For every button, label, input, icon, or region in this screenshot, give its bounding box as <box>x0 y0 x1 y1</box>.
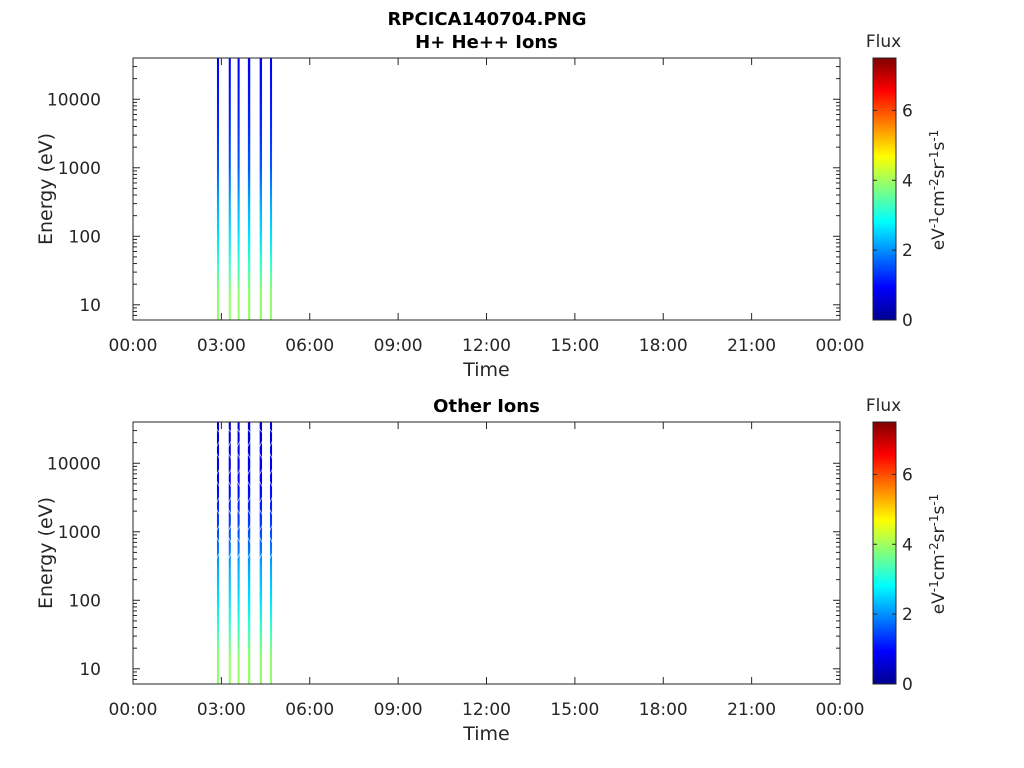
unit-base: s <box>929 142 949 151</box>
data-burst <box>228 58 231 320</box>
unit-exponent: -1 <box>927 580 941 592</box>
colorbar-units: eV-1cm-2sr-1s-1 <box>927 130 949 251</box>
panel-title: Other Ions <box>433 396 540 417</box>
unit-base: eV <box>929 228 949 250</box>
data-burst <box>259 58 263 320</box>
x-tick-label: 12:00 <box>462 336 511 356</box>
colorbar-title: Flux <box>866 396 901 416</box>
colorbar-frame <box>872 421 897 685</box>
unit-exponent: -1 <box>927 216 941 228</box>
unit-base: sr <box>929 526 949 542</box>
data-burst <box>259 422 263 684</box>
colorbar-frame <box>872 57 897 321</box>
noise-trace <box>235 426 244 563</box>
colorbar-units: eV-1cm-2sr-1s-1 <box>927 494 949 615</box>
unit-exponent: -1 <box>927 515 941 527</box>
colorbar-gradient <box>873 58 896 320</box>
data-burst <box>247 58 251 320</box>
y-axis-label: Energy (eV) <box>35 133 57 245</box>
data-burst <box>228 422 231 684</box>
y-axis-label: Energy (eV) <box>35 497 57 609</box>
colorbar-tick-label: 6 <box>902 465 913 485</box>
data-burst <box>216 58 220 320</box>
x-tick-label: 21:00 <box>727 700 776 720</box>
x-tick-label: 21:00 <box>727 336 776 356</box>
y-tick-label: 10000 <box>47 90 101 110</box>
unit-base: sr <box>929 162 949 178</box>
unit-exponent: -2 <box>927 178 941 190</box>
x-axis-label: Time <box>462 359 510 381</box>
y-tick-label: 1000 <box>58 523 101 543</box>
x-tick-label: 00:00 <box>816 336 865 356</box>
y-tick-label: 100 <box>69 591 101 611</box>
unit-base: eV <box>929 592 949 614</box>
x-tick-label: 18:00 <box>639 700 688 720</box>
colorbar-tick-label: 6 <box>902 101 913 121</box>
unit-base: cm <box>929 554 949 580</box>
x-tick-label: 15:00 <box>550 700 599 720</box>
panel-title: H+ He++ Ions <box>415 32 558 53</box>
data-burst <box>269 58 273 320</box>
colorbar-tick-label: 4 <box>902 535 913 555</box>
noise-trace <box>226 426 235 563</box>
y-tick-label: 100 <box>69 227 101 247</box>
unit-exponent: -1 <box>927 151 941 163</box>
data-burst <box>237 58 240 320</box>
unit-exponent: -1 <box>927 494 941 506</box>
x-tick-label: 09:00 <box>374 700 423 720</box>
data-burst <box>269 422 273 684</box>
colorbar-tick-label: 0 <box>902 675 913 695</box>
x-tick-label: 00:00 <box>816 700 865 720</box>
x-tick-label: 00:00 <box>109 700 158 720</box>
colorbar-title: Flux <box>866 32 901 52</box>
colorbar-gradient <box>873 422 896 684</box>
colorbar-tick-label: 2 <box>902 241 913 261</box>
colorbar-tick-label: 2 <box>902 605 913 625</box>
y-tick-label: 1000 <box>58 159 101 179</box>
chart-panel-1: H+ He++ Ions 00:00 03:00 06:00 09:00 12:00 15:… <box>35 32 949 381</box>
x-tick-label: 15:00 <box>550 336 599 356</box>
x-tick-label: 03:00 <box>197 336 246 356</box>
x-tick-label: 18:00 <box>639 336 688 356</box>
colorbar-tick-label: 0 <box>902 311 913 331</box>
unit-base: cm <box>929 190 949 216</box>
x-tick-label: 09:00 <box>374 336 423 356</box>
noise-trace <box>257 426 266 563</box>
x-tick-label: 12:00 <box>462 700 511 720</box>
unit-exponent: -1 <box>927 130 941 142</box>
x-axis-label: Time <box>462 723 510 745</box>
y-tick-label: 10000 <box>47 454 101 474</box>
data-burst <box>237 422 240 684</box>
x-tick-label: 06:00 <box>285 700 334 720</box>
spectrogram-data <box>216 58 273 320</box>
figure-title: RPCICA140704.PNG <box>387 9 586 30</box>
x-tick-label: 03:00 <box>197 700 246 720</box>
chart-panel-2: Other Ions 00:00 03:00 06:00 09:00 12:00 15:00… <box>35 396 949 745</box>
noise-trace <box>214 426 223 563</box>
data-burst <box>216 422 220 684</box>
y-tick-label: 10 <box>79 296 101 316</box>
x-tick-label: 06:00 <box>285 336 334 356</box>
noise-trace <box>245 426 254 563</box>
unit-exponent: -2 <box>927 542 941 554</box>
y-tick-label: 10 <box>79 660 101 680</box>
data-burst <box>247 422 251 684</box>
spectrogram-data <box>214 422 276 684</box>
unit-base: s <box>929 506 949 515</box>
noise-trace <box>267 426 276 563</box>
x-tick-label: 00:00 <box>109 336 158 356</box>
colorbar-tick-label: 4 <box>902 171 913 191</box>
